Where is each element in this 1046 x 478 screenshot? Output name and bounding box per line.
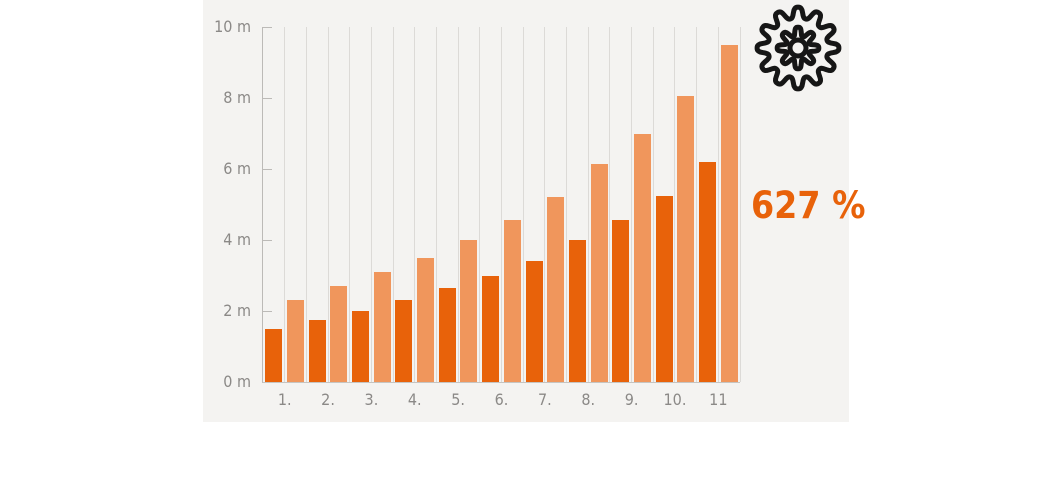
- vertical-gridline: [479, 27, 481, 382]
- bar-light-orange-bars-category-2: [330, 286, 348, 382]
- vertical-gridline: [327, 27, 329, 382]
- vertical-gridline: [674, 27, 676, 382]
- bar-dark-orange-bars-category-4: [395, 300, 413, 382]
- bar-dark-orange-bars-category-2: [308, 319, 326, 382]
- bar-light-orange-bars-category-7: [547, 197, 565, 382]
- y-axis-tick-label: 0 m: [223, 372, 251, 391]
- gear-center-hole: [787, 37, 809, 59]
- gear-inner-ring: [774, 24, 822, 72]
- y-axis-tick: [263, 26, 272, 28]
- vertical-gridline: [544, 27, 546, 382]
- vertical-gridline: [349, 27, 351, 382]
- y-axis-tick-label: 10 m: [214, 17, 251, 36]
- vertical-gridline: [609, 27, 611, 382]
- x-axis-category-label: 3.: [364, 390, 379, 409]
- vertical-gridline: [392, 27, 394, 382]
- bar-light-orange-bars-category-5: [460, 240, 478, 382]
- bar-dark-orange-bars-category-11: [698, 161, 716, 382]
- x-axis-category-label: 8.: [581, 390, 596, 409]
- bar-light-orange-bars-category-9: [633, 133, 651, 382]
- x-axis-category-label: 6.: [494, 390, 509, 409]
- bar-light-orange-bars-category-1: [287, 300, 305, 382]
- y-axis-tick-label: 2 m: [223, 301, 251, 320]
- y-axis-tick-label: 6 m: [223, 159, 251, 178]
- vertical-gridline: [305, 27, 307, 382]
- vertical-gridline: [587, 27, 589, 382]
- vertical-gridline: [739, 27, 741, 382]
- vertical-gridline: [370, 27, 372, 382]
- chart-panel: 0 m 2 m 4 m 6 m 8 m 10 m 1. 2. 3. 4. 5. 6. 7. 8. 9. 10.…: [203, 0, 866, 422]
- bar-dark-orange-bars-category-10: [655, 195, 673, 382]
- x-axis-category-label: 1.: [277, 390, 292, 409]
- bar-light-orange-bars-category-8: [590, 163, 608, 382]
- vertical-gridline: [501, 27, 502, 382]
- y-axis-tick: [263, 239, 272, 241]
- growth-percentage-label: 627 %: [751, 184, 866, 227]
- bar-dark-orange-bars-category-5: [438, 287, 456, 382]
- y-axis-tick: [263, 310, 272, 312]
- vertical-gridline: [717, 27, 719, 382]
- bar-dark-orange-bars-category-1: [265, 328, 283, 382]
- bar-light-orange-bars-category-4: [417, 257, 435, 382]
- bar-dark-orange-bars-category-9: [612, 220, 630, 382]
- vertical-gridline: [566, 27, 568, 382]
- bar-light-orange-bars-category-10: [677, 96, 695, 382]
- y-axis-tick-label: 4 m: [223, 230, 251, 249]
- x-axis-category-label: 11: [709, 390, 728, 409]
- bar-dark-orange-bars-category-8: [568, 240, 586, 382]
- x-axis-category-label: 4.: [407, 390, 422, 409]
- vertical-gridline: [457, 27, 459, 382]
- gear-outer-ring: [754, 4, 842, 92]
- y-axis-tick: [263, 168, 272, 170]
- y-axis-tick-label: 8 m: [223, 88, 251, 107]
- bar-chart-plot-area: 0 m 2 m 4 m 6 m 8 m 10 m 1. 2. 3. 4. 5. 6. 7. 8. 9. 10.…: [214, 18, 741, 409]
- bar-light-orange-bars-category-6: [503, 220, 521, 382]
- bar-light-orange-bars-category-3: [373, 271, 391, 382]
- vertical-gridline: [522, 27, 524, 382]
- gear-icon: [754, 4, 842, 92]
- x-axis-category-label: 7.: [537, 390, 552, 409]
- vertical-gridline: [652, 27, 654, 382]
- vertical-gridline: [414, 27, 416, 382]
- bar-light-orange-bars-category-11: [720, 44, 738, 382]
- vertical-gridline: [631, 27, 633, 382]
- vertical-gridline: [284, 27, 286, 382]
- vertical-gridline: [435, 27, 437, 382]
- bar-dark-orange-bars-category-6: [482, 275, 500, 382]
- x-axis-category-label: 2.: [321, 390, 335, 409]
- x-axis-category-label: 10.: [663, 390, 687, 409]
- bar-dark-orange-bars-category-3: [352, 311, 370, 382]
- x-axis-category-label: 5.: [451, 390, 465, 409]
- x-axis-category-label: 9.: [624, 390, 639, 409]
- vertical-gridline: [696, 27, 698, 382]
- y-axis-tick: [263, 97, 272, 99]
- bar-dark-orange-bars-category-7: [525, 261, 543, 382]
